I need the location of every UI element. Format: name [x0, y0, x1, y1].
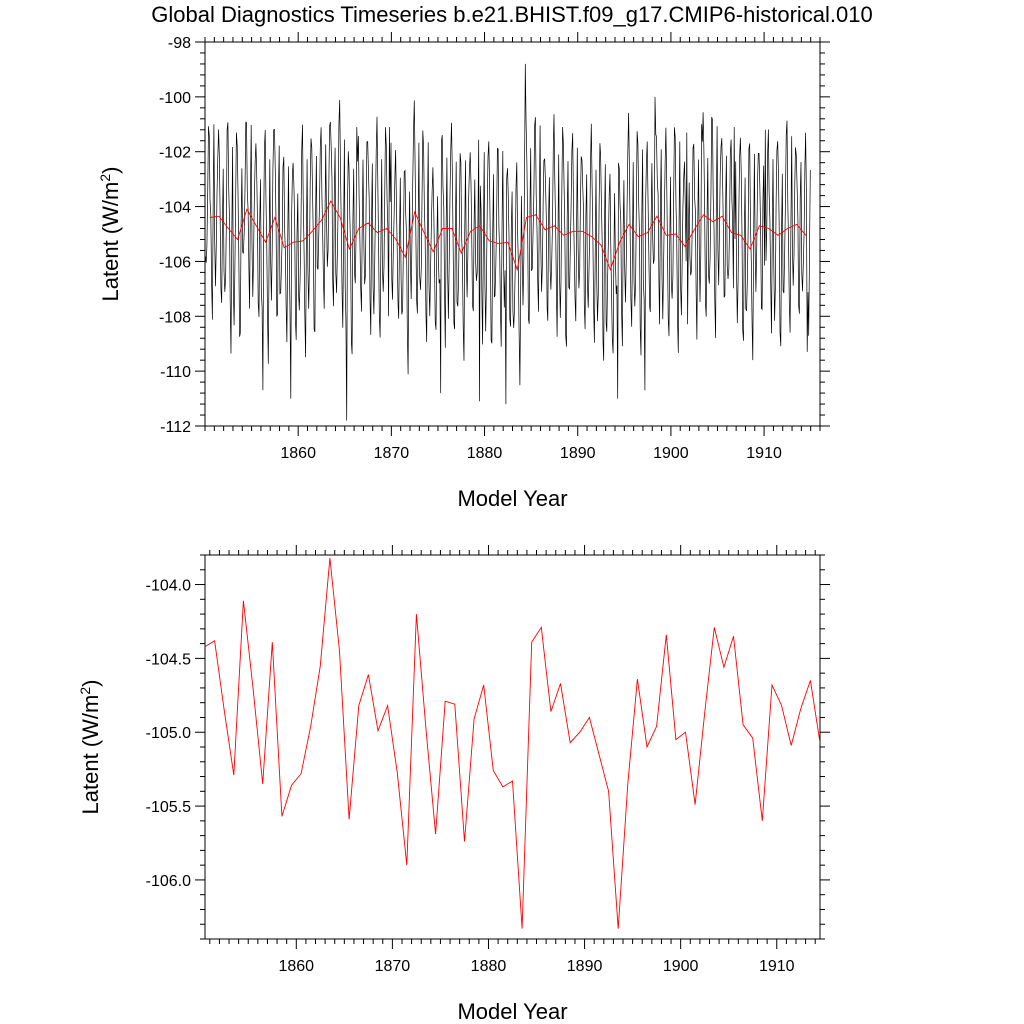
- chart-title: Global Diagnostics Timeseries b.e21.BHIS…: [151, 2, 872, 27]
- panel-monthly-timeseries: 1860 1870 1880 1890 1900 1910 -112 -110 -108 -106…: [97, 32, 830, 511]
- y-axis-label-end: ): [98, 167, 123, 174]
- x-tick-label: 1870: [375, 958, 411, 975]
- y-tick-label: -105.5: [146, 799, 191, 816]
- x-tick-label: 1890: [560, 445, 596, 462]
- x-tick-label: 1910: [759, 958, 795, 975]
- x-tick-label: 1900: [653, 445, 689, 462]
- x-tick-label: 1860: [278, 958, 314, 975]
- plot-frame: [204, 554, 821, 940]
- y-axis-label: Latent (W/m2): [97, 167, 123, 302]
- x-tick-label: 1910: [746, 445, 782, 462]
- y-tick-label: -102: [159, 145, 191, 162]
- y-tick-label: -110: [160, 364, 191, 381]
- y-tick-label: -112: [160, 419, 191, 436]
- y-axis-label-sup: 2: [97, 174, 113, 182]
- x-tick-label: 1870: [374, 445, 410, 462]
- series-monthly-line: [205, 63, 811, 421]
- y-tick-label: -98: [168, 35, 191, 52]
- y-tick-label: -104.5: [146, 651, 191, 668]
- y-tick-label: -108: [159, 309, 191, 326]
- y-tick-label: -100: [159, 90, 191, 107]
- plot-area: [205, 63, 811, 421]
- y-axis-label: Latent (W/m2): [77, 680, 103, 815]
- y-axis-label-main: Latent (W/m: [98, 182, 123, 302]
- x-tick-label: 1880: [471, 958, 507, 975]
- x-tick-label: 1880: [467, 445, 503, 462]
- x-axis-label: Model Year: [457, 486, 567, 511]
- y-tick-label: -106.0: [146, 873, 191, 890]
- panel-annual-timeseries: 1860 1870 1880 1890 1900 1910 -106.0 -105.5 -105…: [77, 545, 830, 1024]
- x-tick-label: 1890: [567, 958, 603, 975]
- y-tick-label: -106: [159, 254, 191, 271]
- series-annual-line: [205, 557, 820, 929]
- x-tick-label: 1900: [663, 958, 699, 975]
- x-tick-label: 1860: [280, 445, 316, 462]
- y-tick-label: -104.0: [146, 578, 191, 595]
- y-axis-label-sup: 2: [77, 687, 93, 695]
- y-axis-label-end: ): [78, 680, 103, 687]
- y-tick-label: -104: [159, 200, 191, 217]
- y-tick-label: -105.0: [146, 725, 191, 742]
- x-axis-label: Model Year: [457, 999, 567, 1024]
- plot-area: [205, 557, 820, 929]
- y-axis-label-main: Latent (W/m: [78, 695, 103, 815]
- series-annual-line: [209, 200, 807, 272]
